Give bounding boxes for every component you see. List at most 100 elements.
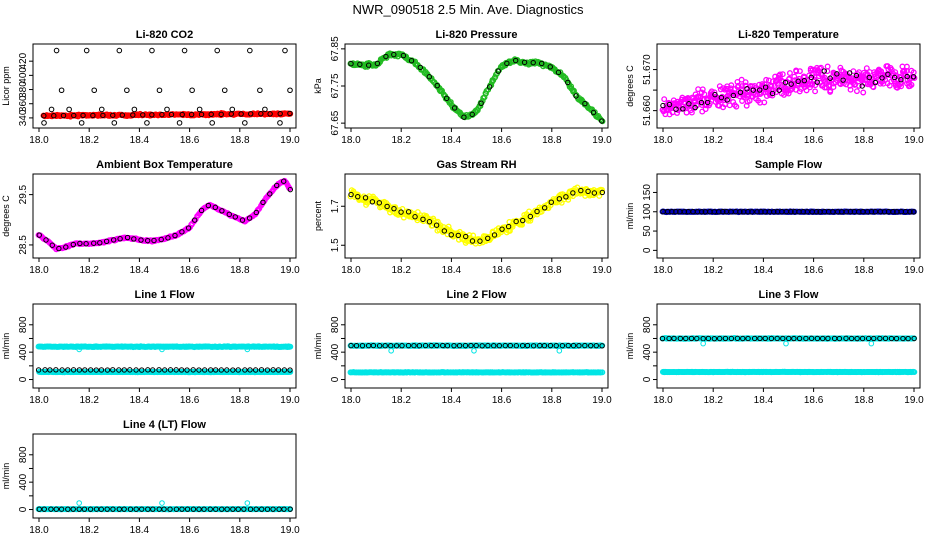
data-point xyxy=(76,367,83,373)
data-point xyxy=(184,367,190,373)
x-tick-label: 18.8 xyxy=(542,265,562,276)
data-point xyxy=(201,506,207,512)
data-point xyxy=(735,82,742,89)
data-point xyxy=(277,120,283,126)
y-axis-label: ml/min xyxy=(625,333,635,360)
data-point xyxy=(530,343,537,349)
data-point xyxy=(219,208,225,214)
data-point xyxy=(891,74,898,81)
data-point xyxy=(196,506,202,512)
data-point xyxy=(507,342,514,349)
data-point xyxy=(441,228,448,234)
y-tick-label: 67.85 xyxy=(330,36,341,61)
data-point xyxy=(724,97,730,103)
x-tick-label: 18.2 xyxy=(391,265,411,276)
data-point xyxy=(77,240,83,247)
data-point xyxy=(87,367,94,373)
data-point xyxy=(739,83,745,90)
data-point xyxy=(911,209,917,215)
data-point xyxy=(53,506,59,512)
data-point xyxy=(98,506,105,512)
data-point xyxy=(541,205,548,211)
data-point xyxy=(110,237,117,243)
data-point xyxy=(412,214,418,220)
data-point xyxy=(556,347,563,354)
data-point xyxy=(110,506,116,512)
data-point xyxy=(164,106,170,113)
data-point xyxy=(159,346,165,353)
data-point xyxy=(485,235,491,241)
data-point xyxy=(353,342,360,349)
data-point xyxy=(433,222,440,228)
data-point xyxy=(253,506,259,512)
data-point xyxy=(738,76,745,83)
data-point xyxy=(737,209,743,215)
data-point xyxy=(892,69,899,76)
data-point xyxy=(253,209,259,216)
x-tick-label: 18.8 xyxy=(542,395,562,406)
data-point xyxy=(879,75,885,81)
data-point xyxy=(275,367,282,373)
data-point xyxy=(426,219,433,225)
data-point xyxy=(871,335,877,342)
data-point xyxy=(495,68,502,74)
data-point xyxy=(151,237,157,244)
data-point xyxy=(555,69,562,76)
plot-frame xyxy=(32,43,297,129)
data-point xyxy=(348,342,354,349)
data-point xyxy=(159,500,165,506)
x-tick-label: 18.6 xyxy=(492,135,512,146)
data-point xyxy=(774,335,780,342)
y-tick-label: 0 xyxy=(642,376,653,382)
data-point xyxy=(591,190,598,196)
data-point xyxy=(287,343,294,350)
data-point xyxy=(156,87,163,94)
data-point xyxy=(728,82,735,89)
data-point xyxy=(784,87,791,94)
data-point xyxy=(247,506,254,512)
data-point xyxy=(570,190,576,196)
data-point xyxy=(795,78,801,85)
data-point xyxy=(455,232,461,239)
y-tick-label: 67.65 xyxy=(330,110,341,135)
data-point xyxy=(124,87,130,94)
y-axis-label: ml/min xyxy=(313,333,323,360)
data-point xyxy=(53,47,60,54)
data-point xyxy=(196,367,202,373)
y-tick-label: 51.660 xyxy=(642,95,653,126)
data-point xyxy=(756,87,763,93)
x-tick-label: 18.8 xyxy=(230,395,250,406)
data-point xyxy=(131,236,137,242)
x-tick-label: 18.4 xyxy=(442,135,462,146)
data-point xyxy=(36,506,42,512)
data-point xyxy=(757,335,763,342)
chart-title: Li-820 Temperature xyxy=(738,29,839,41)
data-point xyxy=(666,101,673,108)
data-point xyxy=(359,342,366,349)
data-point xyxy=(190,367,196,373)
data-point xyxy=(212,367,219,373)
data-point xyxy=(801,77,808,84)
data-point xyxy=(786,335,792,342)
data-point xyxy=(499,226,505,232)
data-point xyxy=(127,506,134,512)
data-point xyxy=(585,188,591,195)
y-tick-label: 1.5 xyxy=(330,238,341,252)
data-point xyxy=(768,335,775,342)
data-point xyxy=(70,241,76,248)
data-point xyxy=(776,87,782,93)
data-point xyxy=(420,216,426,223)
data-point xyxy=(599,186,605,193)
y-axis-label: degrees C xyxy=(625,65,635,107)
data-point xyxy=(859,83,865,89)
data-point xyxy=(150,506,156,512)
x-tick-label: 18.6 xyxy=(492,265,512,276)
data-point xyxy=(416,342,423,349)
data-point xyxy=(911,335,917,342)
data-point xyxy=(287,87,293,94)
data-point xyxy=(486,84,493,90)
data-point xyxy=(244,346,251,353)
data-point xyxy=(149,47,155,54)
data-point xyxy=(41,506,47,512)
